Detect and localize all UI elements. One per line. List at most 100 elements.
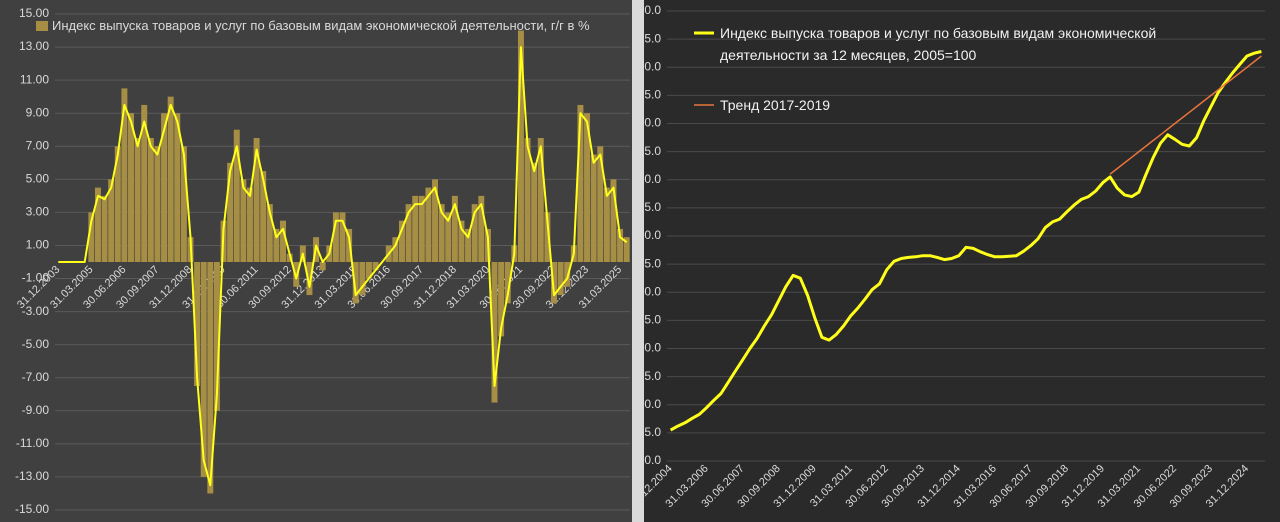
bar (286, 253, 293, 262)
y-tick-label: -1.00 (22, 271, 50, 285)
bar (537, 138, 544, 262)
bar (94, 187, 101, 262)
bar (306, 262, 313, 296)
bar (432, 179, 439, 262)
y-tick-label: 110.0 (644, 341, 661, 355)
bar (491, 262, 498, 403)
y-tick-label: -15.00 (15, 502, 49, 516)
bar (418, 195, 425, 262)
line (669, 50, 1262, 432)
bar (180, 146, 187, 262)
bar (121, 88, 128, 263)
bar (610, 179, 617, 262)
bar (524, 138, 531, 262)
bar (194, 262, 201, 386)
y-tick-label: 95.0 (644, 425, 661, 439)
line (58, 46, 628, 487)
bar (577, 104, 584, 262)
bar (465, 228, 472, 262)
y-tick-label: -7.00 (22, 370, 50, 384)
bar (399, 220, 405, 262)
y-tick-label: 5.00 (26, 172, 50, 186)
bar (161, 113, 168, 262)
bar (227, 162, 234, 262)
y-tick-label: 13.00 (19, 39, 49, 53)
bar (339, 212, 346, 262)
bar (564, 262, 571, 287)
bar (319, 262, 326, 271)
y-tick-label: 100.0 (644, 397, 661, 411)
bar (471, 204, 478, 262)
bar (260, 171, 267, 262)
bar (584, 113, 591, 262)
bar (240, 179, 247, 262)
bar (590, 154, 597, 262)
bar (108, 179, 115, 262)
y-tick-label: 1.00 (26, 238, 50, 252)
bar (88, 212, 95, 262)
legend-swatch (36, 21, 48, 31)
bar (438, 204, 445, 262)
right-chart: 90.0 95.0 100.0 105.0 110.0 115.0 120.0 125.0 13… (644, 0, 1280, 522)
bar (617, 228, 624, 262)
bar (141, 104, 148, 262)
y-tick-label: 105.0 (644, 369, 661, 383)
bar (154, 146, 161, 262)
legend-label: Тренд 2017-2019 (720, 97, 831, 113)
y-tick-label: 120.0 (644, 284, 661, 298)
bar (597, 146, 604, 262)
bar (280, 220, 286, 262)
bar (623, 237, 630, 262)
bar (233, 129, 240, 262)
y-tick-label: 135.0 (644, 200, 661, 214)
bar (365, 262, 372, 279)
bar (128, 113, 134, 262)
y-tick-label: 11.00 (20, 72, 49, 86)
bar (253, 138, 260, 262)
background (644, 0, 1280, 522)
y-tick-label: 170.0 (644, 3, 661, 17)
y-tick-label: 140.0 (644, 172, 661, 186)
bar (451, 195, 458, 262)
left-chart: -15.00 -13.00 -11.00 -9.00 -7.00 -5.00 -3.00 -1… (0, 0, 632, 522)
bar (147, 138, 154, 262)
bar (174, 113, 181, 262)
y-tick-label: 15.00 (19, 6, 49, 20)
bar (352, 262, 359, 304)
bar (392, 237, 399, 262)
y-tick-label: -5.00 (22, 337, 50, 351)
y-tick-label: 165.0 (644, 31, 661, 45)
bar (498, 262, 505, 337)
bar (412, 195, 419, 262)
bar (200, 262, 207, 477)
y-tick-label: 3.00 (26, 205, 50, 219)
bar (544, 212, 551, 262)
y-tick-label: 9.00 (26, 105, 50, 119)
bar (445, 212, 452, 262)
y-tick-label: 155.0 (644, 88, 661, 102)
y-tick-label: -9.00 (22, 403, 50, 417)
y-tick-label: -11.00 (16, 436, 49, 450)
y-tick-label: 130.0 (644, 228, 661, 242)
bar (372, 262, 379, 271)
bar (273, 228, 280, 262)
y-tick-label: 125.0 (644, 256, 661, 270)
y-tick-label: 7.00 (26, 138, 50, 152)
y-tick-label: 90.0 (644, 453, 661, 467)
bar (114, 146, 121, 262)
bar (603, 187, 610, 262)
y-tick-label: 150.0 (644, 116, 661, 130)
bar (246, 187, 253, 262)
bar (293, 262, 300, 287)
bar (134, 138, 141, 262)
y-tick-label: 115.0 (644, 313, 661, 327)
bar (551, 262, 557, 304)
bar (332, 212, 339, 262)
bar (167, 96, 174, 263)
bar (458, 220, 465, 262)
bar (557, 262, 564, 296)
line (1109, 55, 1262, 175)
legend-label: Индекс выпуска товаров и услуг по базовы… (720, 25, 1157, 63)
bar (405, 204, 412, 262)
